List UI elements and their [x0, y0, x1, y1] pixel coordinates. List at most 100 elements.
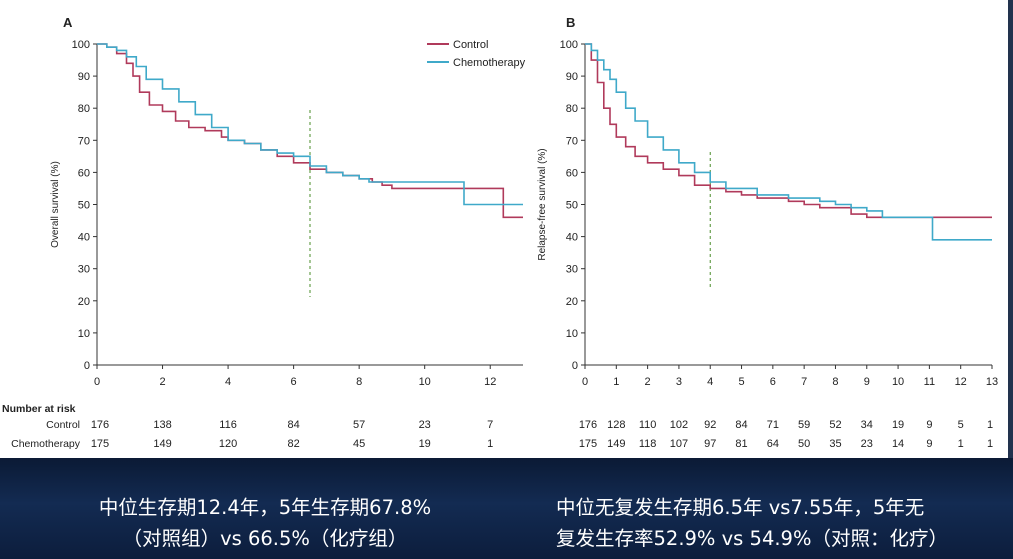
panel-b-x-tick-label: 5 — [738, 376, 744, 388]
panel-a-x-tick-label: 6 — [291, 376, 297, 388]
panel-b-series-chemotherapy — [585, 43, 992, 241]
panel-b-x-tick-label: 11 — [924, 376, 935, 388]
panel-a-risk-value: 138 — [153, 419, 171, 431]
panel-b-y-tick-label: 80 — [566, 103, 578, 115]
panel-b-y-tick-label: 30 — [566, 264, 578, 276]
panel-b-x-tick-label: 8 — [832, 376, 838, 388]
panel-b-risk-value: 9 — [926, 419, 932, 431]
panel-a-risk-value: 7 — [487, 419, 493, 431]
panel-a-risk-title: Number at risk — [2, 403, 76, 415]
panel-b-y-tick-label: 90 — [566, 71, 578, 83]
panel-a-risk-value: 19 — [419, 438, 431, 450]
caption-left-line-2: （对照组）vs 66.5%（化疗组） — [122, 527, 408, 550]
panel-b-risk-value: 35 — [829, 438, 841, 450]
caption-left: 中位生存期12.4年，5年生存期67.8% （对照组）vs 66.5%（化疗组） — [0, 492, 530, 554]
panel-b-x-tick-label: 1 — [613, 376, 619, 388]
panel-b-risk-value: 1 — [958, 438, 964, 450]
panel-a-y-tick-label: 50 — [78, 200, 90, 212]
panel-a-risk-value: 120 — [219, 438, 237, 450]
panel-b-x-tick-label: 12 — [955, 376, 967, 388]
panel-b-risk-value: 118 — [639, 438, 657, 450]
panel-b-x-tick-label: 6 — [770, 376, 776, 388]
panel-b-risk-value: 92 — [704, 419, 716, 431]
panel-b-risk-value: 1 — [987, 438, 993, 450]
panel-a-y-tick-label: 30 — [78, 264, 90, 276]
panel-a-risk-value: 176 — [91, 419, 109, 431]
panel-b-risk-value: 19 — [892, 419, 904, 431]
panel-a-risk-value: 57 — [353, 419, 365, 431]
panel-a-y-tick-label: 90 — [78, 71, 90, 83]
panel-b-risk-value: 84 — [735, 419, 747, 431]
panel-b-risk-value: 97 — [704, 438, 716, 450]
panel-b-x-tick-label: 3 — [676, 376, 682, 388]
panel-b-risk-value: 71 — [767, 419, 779, 431]
panel-a-y-tick-label: 40 — [78, 232, 90, 244]
panel-b-x-tick-label: 4 — [707, 376, 713, 388]
panel-a-risk-value: 23 — [419, 419, 431, 431]
panel-a-x-tick-label: 2 — [159, 376, 165, 388]
panel-b-y-axis-label: Relapse-free survival (%) — [537, 148, 548, 260]
panel-b-x-tick-label: 7 — [801, 376, 807, 388]
legend-label-chemotherapy: Chemotherapy — [453, 57, 526, 69]
caption-right-line-2: 复发生存率52.9% vs 54.9%（对照：化疗） — [556, 527, 948, 550]
panel-a-y-tick-label: 20 — [78, 296, 90, 308]
panel-b-risk-value: 52 — [829, 419, 841, 431]
caption-right-line-1: 中位无复发生存期6.5年 vs7.55年，5年无 — [556, 496, 925, 519]
panel-b-risk-value: 107 — [670, 438, 688, 450]
panel-b-y-tick-label: 40 — [566, 232, 578, 244]
panel-b-risk-value: 102 — [670, 419, 688, 431]
panel-b-risk-value: 14 — [892, 438, 904, 450]
panel-b-risk-value: 175 — [579, 438, 597, 450]
panel-a-x-tick-label: 8 — [356, 376, 362, 388]
panel-b-risk-value: 81 — [735, 438, 747, 450]
panel-a-risk-value: 175 — [91, 438, 109, 450]
panel-b-label: B — [566, 15, 575, 30]
panel-b-y-tick-label: 0 — [572, 360, 578, 372]
panel-b-risk-value: 128 — [607, 419, 625, 431]
caption-band — [0, 458, 1013, 559]
panel-b-x-tick-label: 13 — [986, 376, 998, 388]
panel-b-risk-value: 5 — [958, 419, 964, 431]
panel-b-risk-value: 149 — [607, 438, 625, 450]
panel-b-risk-value: 64 — [767, 438, 779, 450]
panel-a-x-tick-label: 10 — [419, 376, 431, 388]
panel-b-x-tick-label: 0 — [582, 376, 588, 388]
panel-b-risk-value: 50 — [798, 438, 810, 450]
panel-b-y-tick-label: 60 — [566, 167, 578, 179]
panel-a-risk-value: 84 — [287, 419, 299, 431]
panel-a-y-tick-label: 80 — [78, 103, 90, 115]
figure-panel — [0, 0, 1008, 458]
caption-right: 中位无复发生存期6.5年 vs7.55年，5年无 复发生存率52.9% vs 5… — [556, 492, 1013, 554]
panel-a-risk-value: 149 — [153, 438, 171, 450]
panel-b-y-tick-label: 10 — [566, 328, 578, 340]
panel-b-risk-value: 59 — [798, 419, 810, 431]
panel-a-y-tick-label: 0 — [84, 360, 90, 372]
panel-a-risk-value: 116 — [219, 419, 237, 431]
panel-a-x-tick-label: 12 — [484, 376, 496, 388]
panel-a-risk-value: 82 — [287, 438, 299, 450]
panel-edge — [1008, 0, 1013, 458]
panel-a-x-tick-label: 0 — [94, 376, 100, 388]
panel-a-y-tick-label: 100 — [72, 39, 90, 51]
panel-a-y-tick-label: 10 — [78, 328, 90, 340]
panel-a-y-tick-label: 60 — [78, 167, 90, 179]
panel-b-risk-value: 110 — [639, 419, 657, 431]
panel-a-y-tick-label: 70 — [78, 135, 90, 147]
panel-b-risk-value: 9 — [926, 438, 932, 450]
panel-a-label: A — [63, 15, 73, 30]
panel-b-x-tick-label: 10 — [892, 376, 904, 388]
panel-b-risk-value: 34 — [861, 419, 873, 431]
panel-a-y-axis-label: Overall survival (%) — [50, 161, 61, 248]
panel-b-risk-value: 23 — [861, 438, 873, 450]
legend-label-control: Control — [453, 39, 488, 51]
panel-a-risk-value: 1 — [487, 438, 493, 450]
panel-b-risk-value: 176 — [579, 419, 597, 431]
panel-a-risk-row-label: Chemotherapy — [11, 438, 81, 450]
panel-b-y-tick-label: 100 — [560, 39, 578, 51]
panel-a-risk-value: 45 — [353, 438, 365, 450]
panel-a-series-chemotherapy — [97, 43, 523, 206]
panel-a-risk-row-label: Control — [46, 419, 80, 431]
panel-b-risk-value: 1 — [987, 419, 993, 431]
panel-b-y-tick-label: 20 — [566, 296, 578, 308]
